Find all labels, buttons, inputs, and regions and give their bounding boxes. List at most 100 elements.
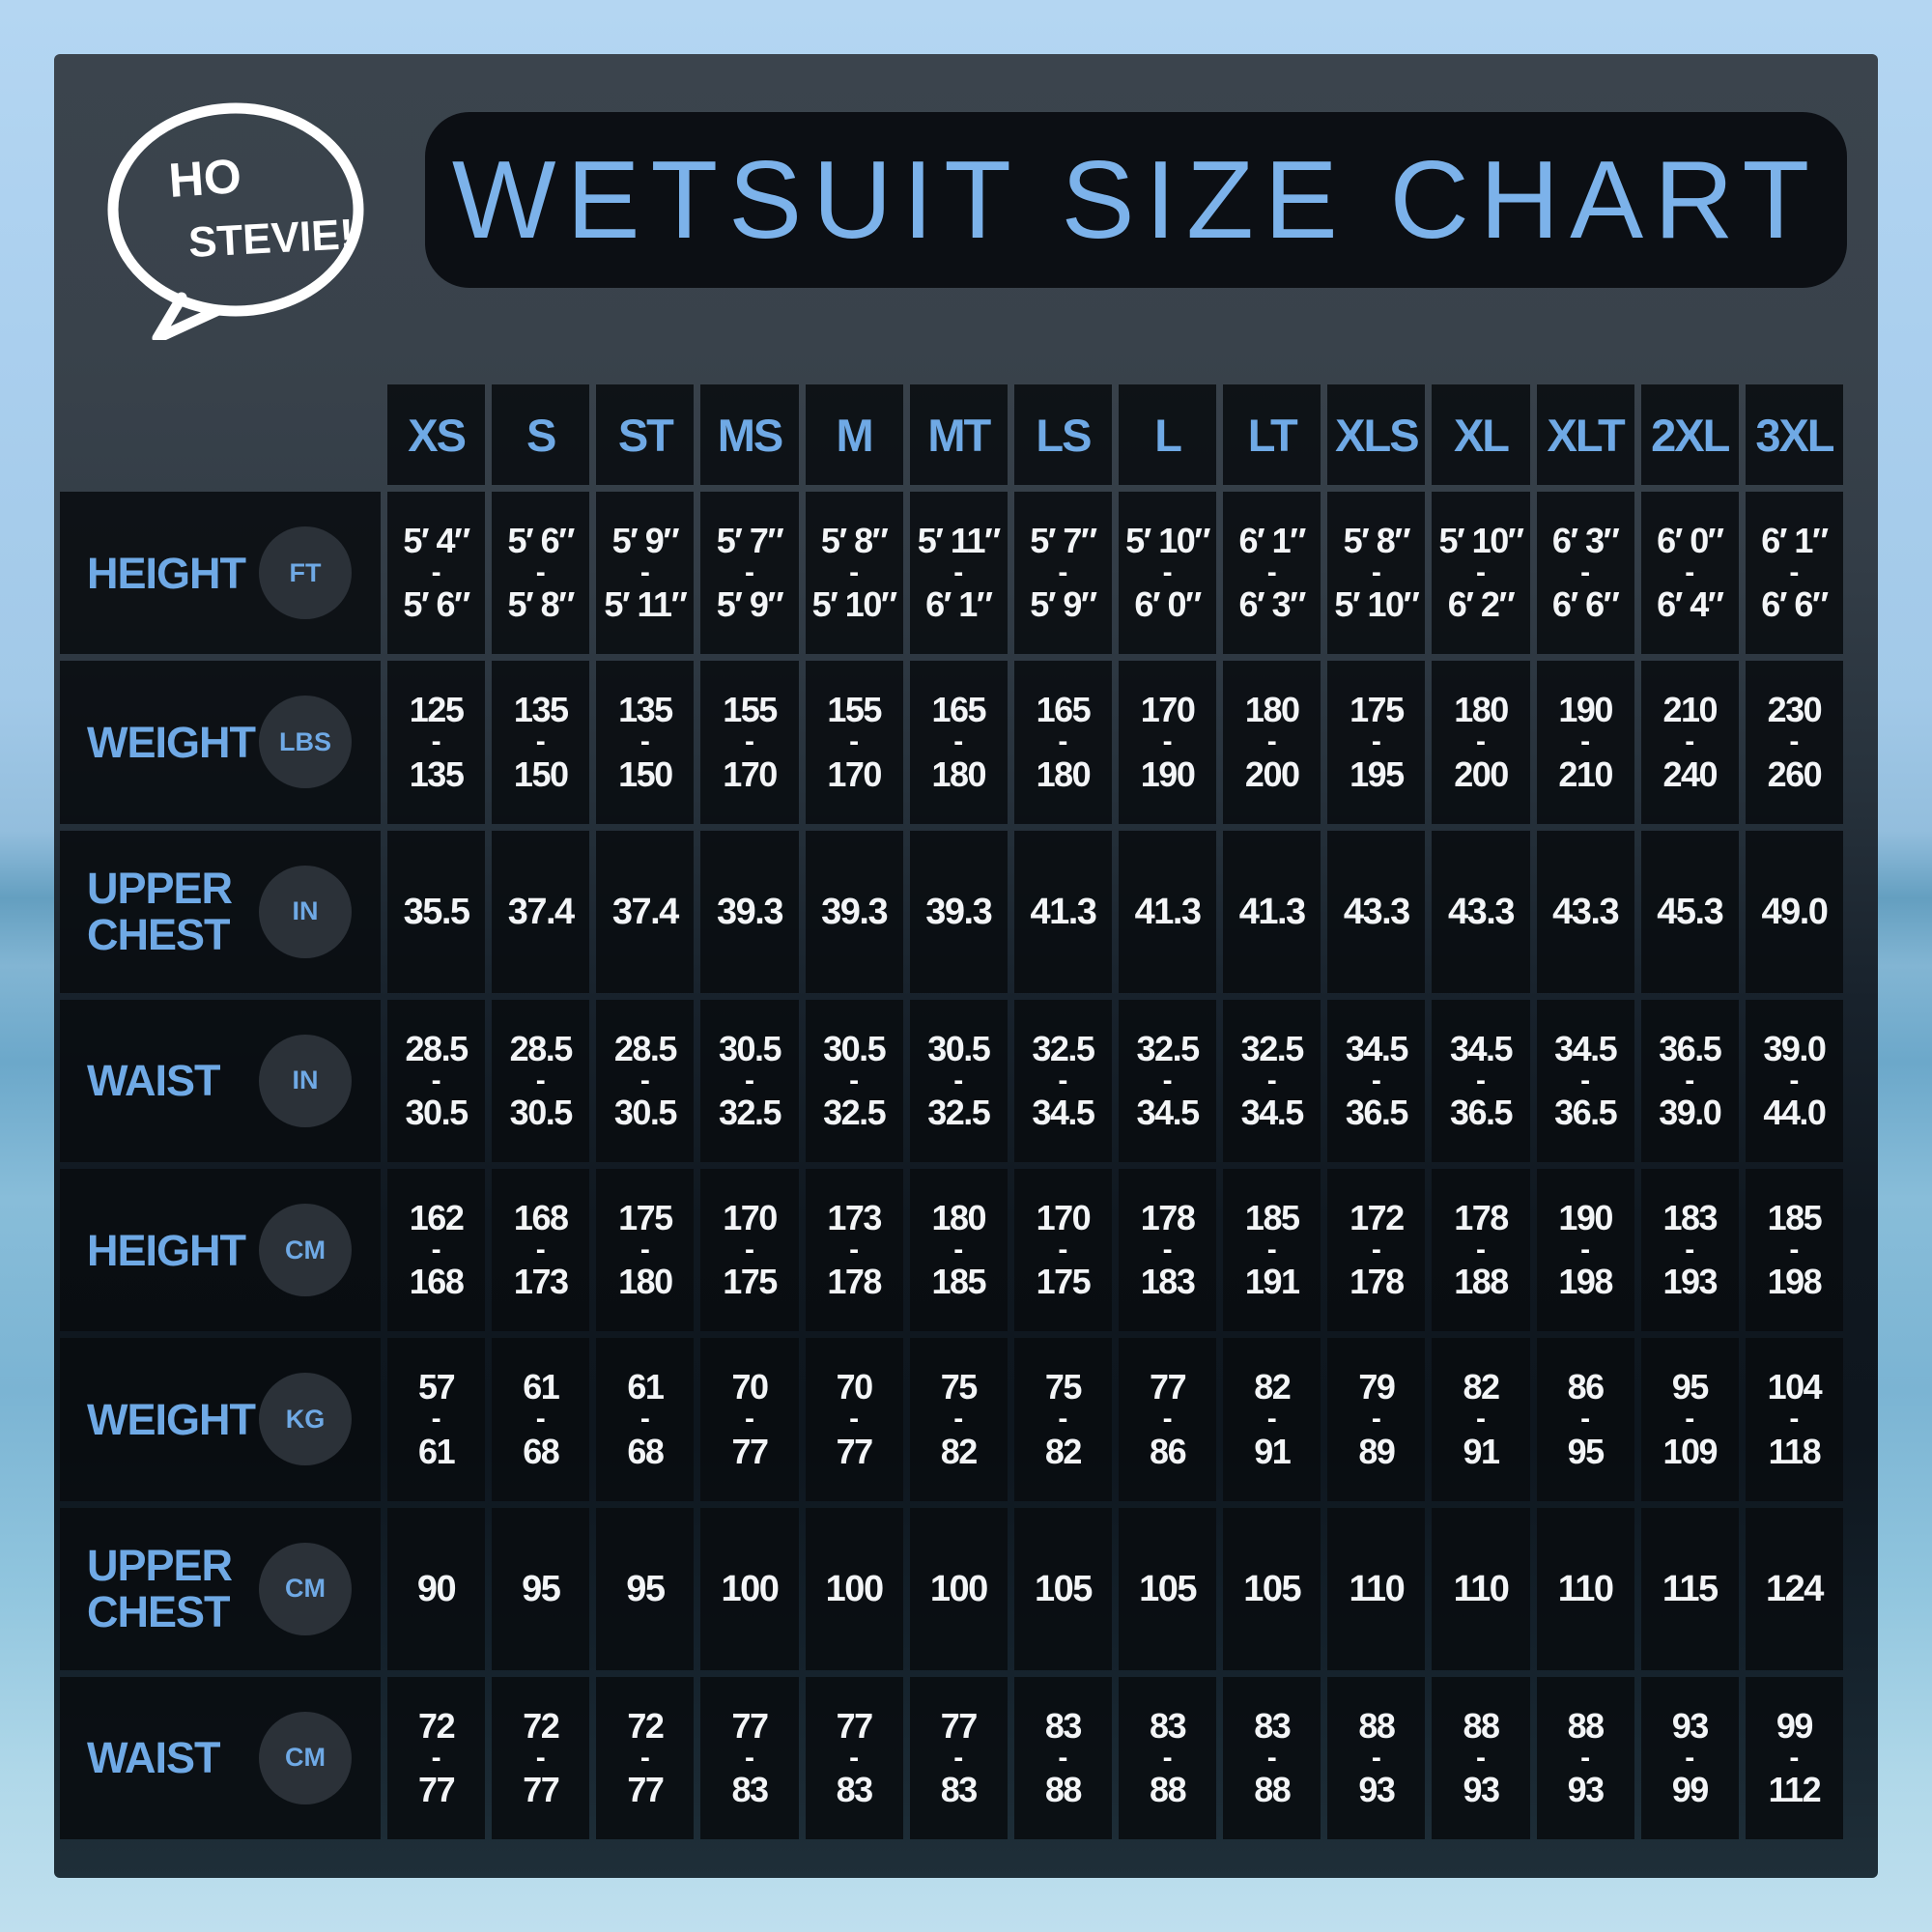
size-cell: 190-198 [1536, 1169, 1634, 1332]
range-from: 180 [1454, 690, 1509, 730]
size-cell: 125-135 [387, 661, 486, 824]
range-dash: - [1058, 1403, 1068, 1435]
range-to: 5′ 8″ [507, 584, 576, 625]
range-dash: - [535, 555, 546, 588]
range-from: 72 [627, 1705, 665, 1746]
single-value: 110 [1557, 1568, 1614, 1609]
range-to: 6′ 0″ [1134, 584, 1202, 625]
range-from: 82 [1463, 1367, 1500, 1407]
range-dash: - [639, 1741, 650, 1774]
range-dash: - [1162, 1403, 1173, 1435]
range-to: 6′ 3″ [1238, 584, 1307, 625]
range-from: 34.5 [1449, 1028, 1514, 1068]
range-from: 28.5 [509, 1028, 574, 1068]
single-value: 115 [1662, 1568, 1719, 1609]
size-cell: 88-93 [1327, 1676, 1426, 1839]
range-from: 32.5 [1136, 1028, 1201, 1068]
speech-bubble-tail-icon [152, 292, 224, 340]
size-cell: 88-93 [1536, 1676, 1634, 1839]
size-cell: 77-83 [909, 1676, 1008, 1839]
range-to: 200 [1244, 753, 1300, 794]
range-dash: - [431, 1741, 441, 1774]
row-label-cell: HEIGHT CM [60, 1169, 381, 1332]
size-cell: 28.5-30.5 [596, 999, 695, 1162]
range-dash: - [1580, 555, 1591, 588]
range-to: 5′ 10″ [811, 584, 897, 625]
range-to: 150 [618, 753, 673, 794]
range-dash: - [744, 725, 754, 758]
range-dash: - [639, 1233, 650, 1265]
range-to: 68 [523, 1431, 560, 1471]
range-dash: - [1685, 1233, 1695, 1265]
range-to: 6′ 6″ [1761, 584, 1829, 625]
range-from: 70 [731, 1367, 769, 1407]
range-to: 191 [1244, 1262, 1300, 1302]
range-dash: - [1580, 1064, 1591, 1096]
range-dash: - [953, 555, 964, 588]
range-from: 185 [1244, 1197, 1300, 1237]
unit-badge: CM [259, 1204, 352, 1297]
single-value: 37.4 [507, 891, 575, 932]
range-to: 39.0 [1659, 1093, 1722, 1133]
range-dash: - [1371, 1741, 1381, 1774]
size-cell: 82-91 [1432, 1338, 1530, 1501]
range-dash: - [744, 1233, 754, 1265]
range-to: 5′ 9″ [1030, 584, 1097, 625]
row-label: WAIST [87, 1056, 220, 1106]
range-to: 180 [618, 1262, 673, 1302]
range-dash: - [1475, 725, 1486, 758]
range-from: 170 [723, 1197, 778, 1237]
range-dash: - [744, 555, 754, 588]
size-cell: 86-95 [1536, 1338, 1634, 1501]
size-column-header: S [492, 384, 590, 485]
range-from: 170 [1036, 1197, 1092, 1237]
size-cell: 110 [1536, 1507, 1634, 1670]
range-from: 77 [940, 1705, 979, 1746]
size-cell: 28.5-30.5 [492, 999, 590, 1162]
range-dash: - [1058, 1741, 1068, 1774]
range-to: 168 [409, 1262, 465, 1302]
single-value: 95 [522, 1568, 561, 1609]
size-cell: 95 [492, 1507, 590, 1670]
size-cell: 100 [909, 1507, 1008, 1670]
range-from: 99 [1776, 1705, 1814, 1746]
size-cell: 185-198 [1745, 1169, 1843, 1332]
row-label-cell: UPPER CHEST IN [60, 830, 381, 993]
range-from: 70 [836, 1367, 874, 1407]
size-cell: 5′ 9″ -5′ 11″ [596, 492, 695, 655]
size-cell: 6′ 1″ -6′ 6″ [1745, 492, 1843, 655]
size-cell: 32.5-34.5 [1119, 999, 1217, 1162]
single-value: 39.3 [717, 891, 783, 932]
range-from: 28.5 [405, 1028, 469, 1068]
size-cell: 5′ 10″ -6′ 0″ [1119, 492, 1217, 655]
range-dash: - [849, 725, 860, 758]
range-to: 77 [836, 1431, 874, 1471]
single-value: 37.4 [611, 891, 679, 932]
range-dash: - [639, 725, 650, 758]
range-to: 95 [1567, 1431, 1605, 1471]
range-from: 175 [1350, 690, 1405, 730]
size-cell: 180-185 [909, 1169, 1008, 1332]
range-to: 77 [731, 1431, 769, 1471]
size-cell: 170-175 [1013, 1169, 1112, 1332]
size-cell: 5′ 4″ -5′ 6″ [387, 492, 486, 655]
size-cell: 30.5-32.5 [805, 999, 903, 1162]
size-cell: 5′ 11″ -6′ 1″ [909, 492, 1008, 655]
range-dash: - [1058, 1064, 1068, 1096]
row-label: HEIGHT [87, 548, 246, 598]
single-value: 43.3 [1448, 891, 1515, 932]
size-column-header: ST [596, 384, 695, 485]
size-cell: 135-150 [596, 661, 695, 824]
range-to: 188 [1454, 1262, 1509, 1302]
range-from: 75 [1044, 1367, 1083, 1407]
range-to: 175 [1036, 1262, 1092, 1302]
range-from: 155 [723, 690, 778, 730]
range-to: 5′ 11″ [604, 584, 687, 625]
range-from: 83 [1150, 1705, 1187, 1746]
range-to: 178 [1350, 1262, 1405, 1302]
logo-line1: HO [167, 149, 243, 208]
size-cell: 180-200 [1432, 661, 1530, 824]
size-cell: 30.5-32.5 [700, 999, 799, 1162]
size-column-header: XLS [1327, 384, 1426, 485]
range-to: 135 [409, 753, 465, 794]
